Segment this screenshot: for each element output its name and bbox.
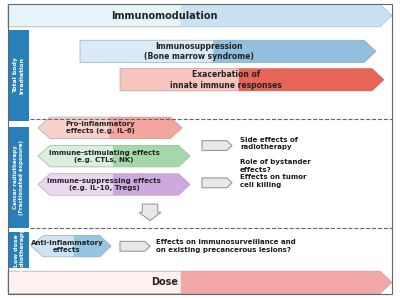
Text: Side effects of
radiotherapy: Side effects of radiotherapy bbox=[240, 137, 298, 150]
Text: Total body
irradiation: Total body irradiation bbox=[14, 57, 24, 94]
Polygon shape bbox=[120, 241, 150, 251]
Bar bbox=[9, 127, 29, 228]
Polygon shape bbox=[38, 145, 190, 167]
Text: Anti-inflammatory
effects: Anti-inflammatory effects bbox=[30, 240, 103, 253]
Polygon shape bbox=[8, 4, 392, 27]
Text: Dose: Dose bbox=[151, 277, 178, 287]
Polygon shape bbox=[8, 271, 392, 294]
Polygon shape bbox=[120, 69, 384, 91]
Text: Immunosuppression
(Bone marrow syndrome): Immunosuppression (Bone marrow syndrome) bbox=[144, 41, 254, 61]
Text: Role of bystander
effects?
Effects on tumor
cell killing: Role of bystander effects? Effects on tu… bbox=[240, 159, 311, 188]
Polygon shape bbox=[38, 174, 190, 195]
Polygon shape bbox=[139, 204, 161, 221]
Polygon shape bbox=[113, 145, 190, 167]
Polygon shape bbox=[202, 141, 232, 150]
Polygon shape bbox=[109, 117, 182, 139]
Text: Immune-stimulating effects
(e.g. CTLs, NK): Immune-stimulating effects (e.g. CTLs, N… bbox=[48, 150, 159, 163]
Polygon shape bbox=[38, 117, 182, 139]
Polygon shape bbox=[213, 40, 376, 63]
Text: Low dose
radiotherapy: Low dose radiotherapy bbox=[14, 228, 24, 273]
Bar bbox=[9, 232, 29, 268]
Text: Immune-suppressing effects
(e.g. IL-10, Tregs): Immune-suppressing effects (e.g. IL-10, … bbox=[47, 178, 161, 191]
Polygon shape bbox=[202, 178, 232, 188]
Bar bbox=[9, 30, 29, 121]
Polygon shape bbox=[113, 174, 190, 195]
Text: Exacerbation of
innate immune responses: Exacerbation of innate immune responses bbox=[170, 70, 282, 90]
Text: Effects on immunosurveillance and
on existing precancerous lesions?: Effects on immunosurveillance and on exi… bbox=[156, 239, 296, 253]
Text: Immunomodulation: Immunomodulation bbox=[111, 11, 218, 21]
Text: Pro-inflammatory
effects (e.g. IL-6): Pro-inflammatory effects (e.g. IL-6) bbox=[66, 121, 136, 134]
Polygon shape bbox=[31, 235, 111, 257]
Polygon shape bbox=[181, 4, 392, 27]
Polygon shape bbox=[181, 271, 392, 294]
Polygon shape bbox=[239, 69, 384, 91]
Polygon shape bbox=[80, 40, 376, 63]
Text: Cancer radiotherapy
(Fractionated exposure): Cancer radiotherapy (Fractionated exposu… bbox=[14, 140, 24, 215]
Polygon shape bbox=[74, 235, 111, 257]
